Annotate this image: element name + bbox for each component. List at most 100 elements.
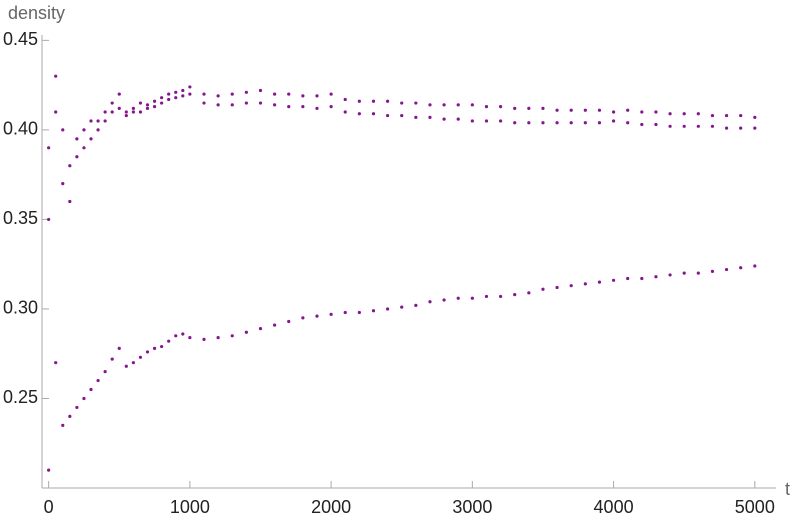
point (82, 128, 86, 132)
point (470, 119, 474, 123)
point (174, 96, 178, 100)
point (75, 155, 79, 159)
point (400, 305, 404, 309)
point (68, 414, 72, 418)
point (145, 106, 150, 111)
point (160, 344, 164, 349)
point (61, 128, 65, 132)
point (145, 350, 150, 354)
x-tick-label: 4000 (594, 497, 634, 517)
point (188, 335, 192, 340)
point (357, 112, 361, 116)
point (216, 103, 220, 107)
point (110, 357, 114, 361)
point (753, 126, 757, 130)
point (47, 146, 51, 150)
x-axis-label: t (785, 479, 790, 499)
point (668, 124, 672, 128)
point (181, 94, 185, 98)
point (117, 346, 121, 350)
point (138, 101, 143, 105)
x-tick-label: 1000 (170, 497, 210, 517)
point (682, 271, 686, 275)
point (626, 276, 630, 281)
point (541, 106, 545, 111)
point (371, 99, 376, 103)
point (188, 92, 192, 96)
point (174, 334, 178, 338)
point (371, 112, 376, 116)
point (682, 112, 686, 116)
point (386, 99, 390, 103)
point (301, 94, 305, 98)
point (668, 273, 672, 277)
point (110, 101, 114, 105)
point (498, 119, 503, 123)
point (400, 101, 404, 105)
point (484, 119, 489, 123)
point (61, 182, 65, 186)
point (753, 264, 757, 268)
point (152, 346, 157, 350)
point (527, 291, 531, 295)
point (484, 294, 489, 299)
point (724, 126, 729, 130)
point (527, 106, 531, 111)
point (555, 108, 559, 112)
point (287, 92, 291, 96)
point (386, 113, 390, 118)
point (124, 110, 128, 114)
point (75, 405, 79, 410)
point (357, 99, 361, 103)
point (414, 115, 418, 119)
point (626, 108, 630, 112)
point (456, 117, 460, 121)
point (739, 266, 743, 270)
point (202, 337, 206, 341)
point (230, 92, 234, 96)
point (541, 287, 545, 291)
point (131, 106, 135, 111)
point (96, 119, 100, 123)
x-tick-label: 5000 (735, 497, 775, 517)
point (470, 296, 474, 300)
point (597, 280, 602, 284)
point (273, 92, 277, 96)
point (75, 137, 79, 141)
point (597, 108, 602, 112)
point (167, 97, 171, 102)
point (343, 310, 347, 315)
point (124, 113, 128, 118)
point (54, 110, 58, 114)
point (216, 335, 220, 340)
point (555, 285, 559, 290)
point (442, 117, 446, 121)
point (244, 90, 248, 94)
point (258, 327, 263, 331)
point (273, 103, 277, 107)
x-tick-label: 3000 (452, 497, 492, 517)
y-tick-label: 0.40 (3, 119, 38, 139)
point (329, 312, 333, 316)
y-tick-label: 0.35 (3, 208, 38, 228)
point (640, 122, 644, 127)
point (442, 298, 446, 302)
point (117, 92, 121, 96)
point (68, 164, 72, 168)
point (329, 105, 333, 109)
point (400, 113, 404, 118)
point (89, 387, 93, 392)
point (696, 112, 700, 116)
point (216, 94, 220, 98)
point (82, 396, 86, 401)
point (343, 110, 347, 114)
point (414, 303, 418, 307)
point (89, 119, 93, 123)
point (583, 282, 587, 286)
point (103, 110, 107, 114)
point (682, 124, 686, 128)
point (696, 124, 700, 128)
point (414, 101, 418, 105)
point (710, 113, 715, 118)
point (583, 108, 587, 112)
